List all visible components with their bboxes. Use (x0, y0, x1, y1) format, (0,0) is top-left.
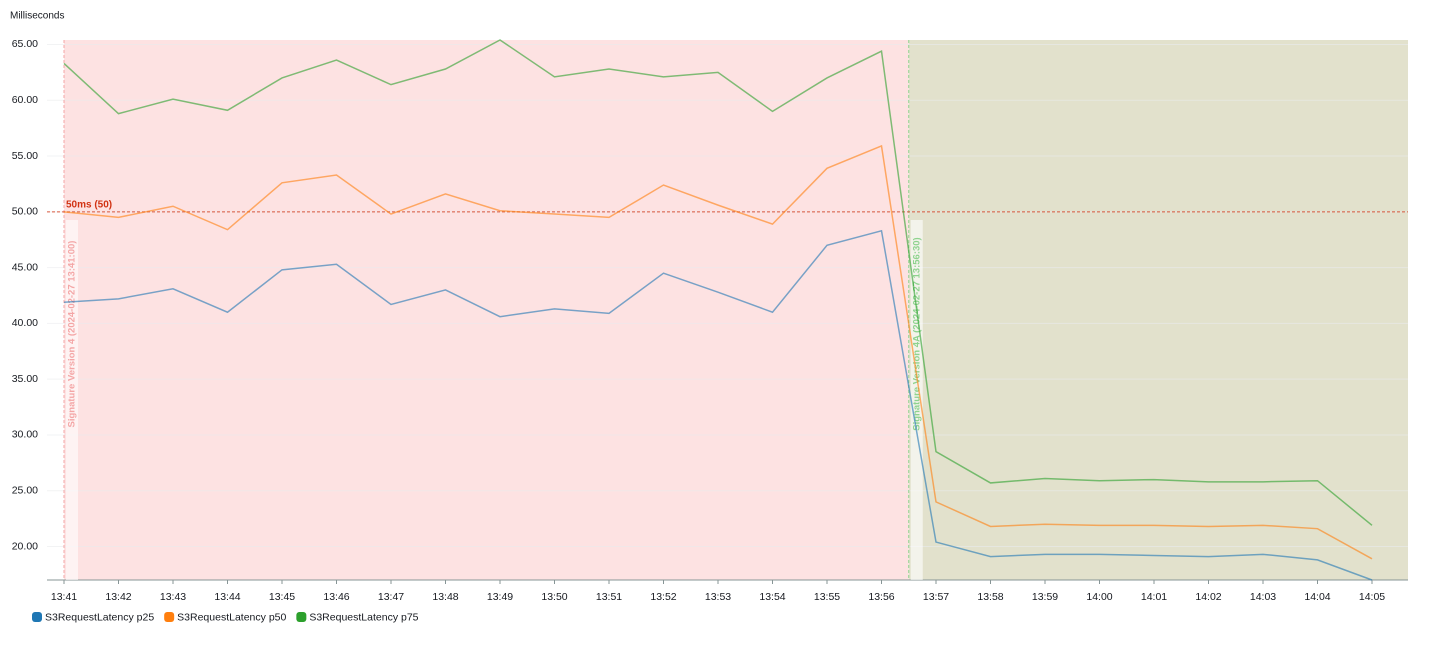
x-tick-label: 13:47 (378, 591, 404, 603)
legend-label: S3RequestLatency p25 (45, 611, 154, 623)
y-tick-label: 60.00 (12, 94, 38, 106)
x-tick-label: 13:54 (759, 591, 785, 603)
y-tick-label: 20.00 (12, 540, 38, 552)
x-tick-label: 13:56 (868, 591, 894, 603)
x-tick-label: 14:00 (1086, 591, 1112, 603)
x-tick-label: 13:43 (160, 591, 186, 603)
annotation-label: Signature Version 4A (2024-02-27 13:56:3… (911, 237, 922, 430)
legend-label: S3RequestLatency p50 (177, 611, 286, 623)
x-tick-label: 13:41 (51, 591, 77, 603)
x-tick-label: 13:55 (814, 591, 840, 603)
x-tick-label: 14:01 (1141, 591, 1167, 603)
legend-swatch (296, 612, 307, 622)
x-tick-label: 13:44 (214, 591, 240, 603)
y-tick-label: 25.00 (12, 485, 38, 497)
y-tick-label: 45.00 (12, 261, 38, 273)
legend-swatch (32, 612, 42, 622)
x-tick-label: 13:49 (487, 591, 513, 603)
annotation-region (908, 40, 1408, 580)
series-line (63, 229, 1373, 581)
x-tick-label: 13:48 (432, 591, 458, 603)
y-tick-label: 50.00 (12, 206, 38, 218)
x-tick-label: 13:45 (269, 591, 295, 603)
x-tick-label: 13:42 (105, 591, 131, 603)
x-tick-label: 14:02 (1195, 591, 1221, 603)
y-tick-label: 30.00 (12, 429, 38, 441)
y-tick-label: 65.00 (12, 38, 38, 50)
annotation-label-bg (66, 220, 78, 580)
x-tick-label: 13:53 (705, 591, 731, 603)
annotation-label: Signature Version 4 (2024-02-27 13:41:00… (67, 241, 78, 428)
y-axis-label: Milliseconds (10, 11, 64, 22)
x-tick-label: 13:58 (977, 591, 1003, 603)
threshold-label: 50ms (50) (66, 199, 112, 210)
y-tick-label: 40.00 (12, 317, 38, 329)
x-tick-label: 14:04 (1304, 591, 1330, 603)
x-tick-label: 14:05 (1359, 591, 1385, 603)
x-tick-label: 13:51 (596, 591, 622, 603)
series-line (63, 39, 1373, 526)
y-tick-label: 55.00 (12, 150, 38, 162)
legend-swatch (164, 612, 175, 622)
x-tick-label: 13:46 (323, 591, 349, 603)
x-tick-label: 14:03 (1250, 591, 1276, 603)
series-line (63, 144, 1373, 560)
x-tick-label: 13:57 (923, 591, 949, 603)
y-tick-label: 35.00 (12, 373, 38, 385)
legend-label: S3RequestLatency p75 (309, 611, 418, 623)
x-tick-label: 13:52 (650, 591, 676, 603)
annotation-label-bg (910, 220, 923, 580)
x-tick-label: 13:59 (1032, 591, 1058, 603)
x-tick-label: 13:50 (541, 591, 567, 603)
